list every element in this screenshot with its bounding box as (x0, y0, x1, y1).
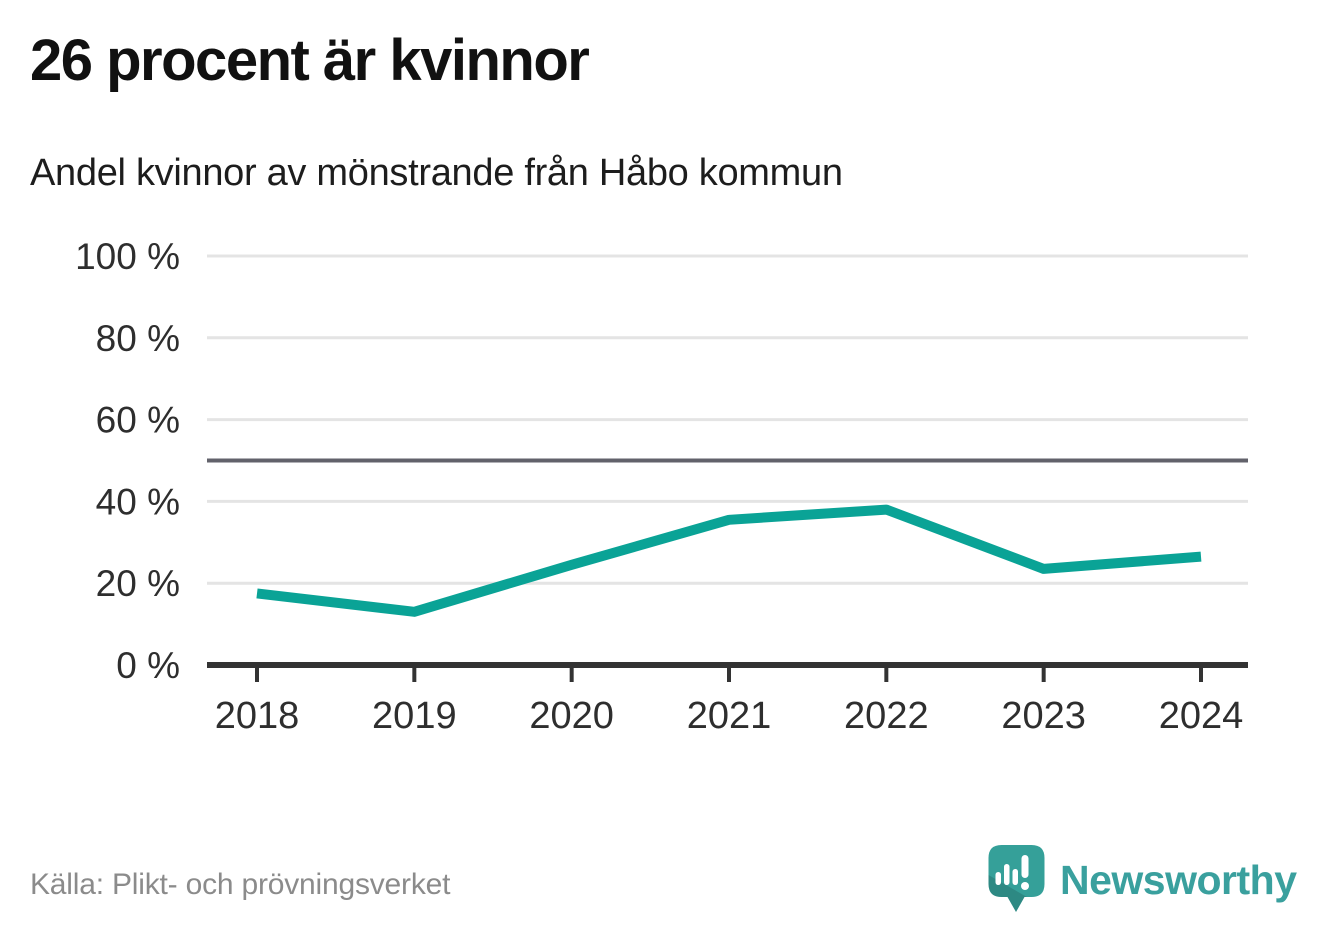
x-tick-label-2020: 2020 (529, 695, 614, 737)
x-tick-label-2024: 2024 (1159, 695, 1244, 737)
source-caption: Källa: Plikt- och prövningsverket (30, 868, 451, 901)
x-tick-label-2018: 2018 (215, 695, 300, 737)
logo-exclamation-dot (1021, 882, 1029, 890)
y-tick-label-80: 80 % (96, 318, 180, 359)
series-line-andel-kvinnor (256, 504, 1202, 617)
newsworthy-logo-icon (988, 845, 1045, 912)
chart-subtitle: Andel kvinnor av mönstrande från Håbo ko… (30, 152, 843, 194)
y-tick-label-20: 20 % (96, 563, 180, 604)
y-tick-label-60: 60 % (96, 400, 180, 441)
y-tick-label-40: 40 % (96, 481, 180, 522)
newsworthy-wordmark: Newsworthy (1060, 856, 1297, 903)
logo-bar-chart-glyph (995, 855, 1029, 890)
x-tick-label-2022: 2022 (844, 695, 929, 737)
chart-title: 26 procent är kvinnor (30, 28, 590, 93)
y-tick-label-0: 0 % (116, 645, 180, 686)
newsworthy-logo: Newsworthy (988, 845, 1297, 915)
y-tick-label-100: 100 % (75, 236, 180, 277)
x-tick-label-2023: 2023 (1001, 695, 1086, 737)
x-tick-label-2019: 2019 (372, 695, 457, 737)
x-tick-label-2021: 2021 (687, 695, 772, 737)
logo-exclamation-bar (1021, 855, 1029, 878)
